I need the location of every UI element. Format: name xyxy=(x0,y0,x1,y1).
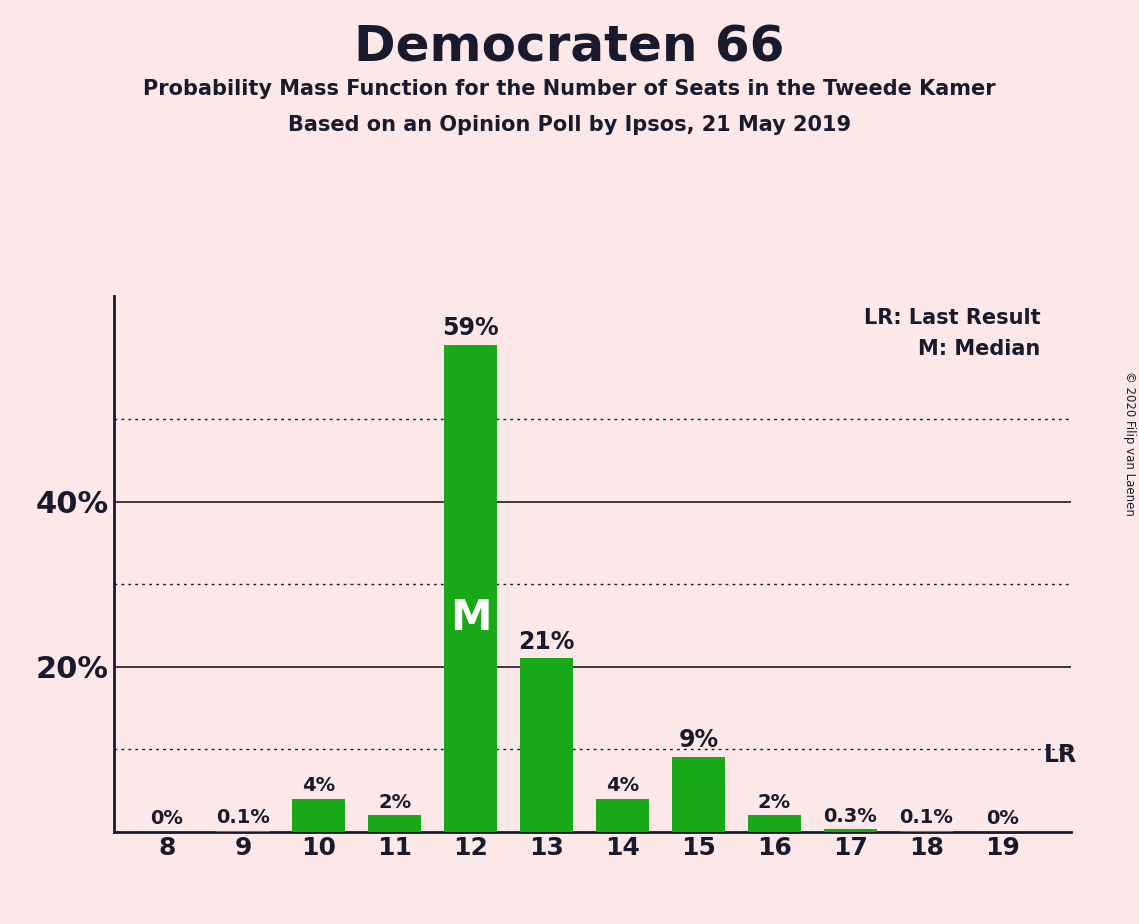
Bar xyxy=(293,798,345,832)
Text: Based on an Opinion Poll by Ipsos, 21 May 2019: Based on an Opinion Poll by Ipsos, 21 Ma… xyxy=(288,115,851,135)
Text: 0.3%: 0.3% xyxy=(823,807,877,826)
Text: 21%: 21% xyxy=(518,629,575,653)
Text: 0.1%: 0.1% xyxy=(900,808,953,828)
Text: 2%: 2% xyxy=(757,793,792,812)
Text: 0%: 0% xyxy=(150,809,183,828)
Text: Probability Mass Function for the Number of Seats in the Tweede Kamer: Probability Mass Function for the Number… xyxy=(144,79,995,99)
Text: 0%: 0% xyxy=(986,809,1018,828)
Text: LR: LR xyxy=(1044,743,1077,767)
Bar xyxy=(596,798,649,832)
Bar xyxy=(521,659,573,832)
Bar xyxy=(672,758,726,832)
Text: 2%: 2% xyxy=(378,793,411,812)
Bar xyxy=(823,829,877,832)
Text: 9%: 9% xyxy=(679,728,719,752)
Text: 4%: 4% xyxy=(606,776,639,796)
Text: 4%: 4% xyxy=(302,776,336,796)
Text: 0.1%: 0.1% xyxy=(216,808,270,828)
Text: Democraten 66: Democraten 66 xyxy=(354,23,785,71)
Text: 59%: 59% xyxy=(442,316,499,340)
Bar xyxy=(748,815,801,832)
Text: © 2020 Filip van Laenen: © 2020 Filip van Laenen xyxy=(1123,371,1137,516)
Text: M: Median: M: Median xyxy=(918,339,1040,359)
Bar xyxy=(444,346,498,832)
Bar xyxy=(368,815,421,832)
Text: M: M xyxy=(450,597,492,638)
Text: LR: Last Result: LR: Last Result xyxy=(863,308,1040,328)
